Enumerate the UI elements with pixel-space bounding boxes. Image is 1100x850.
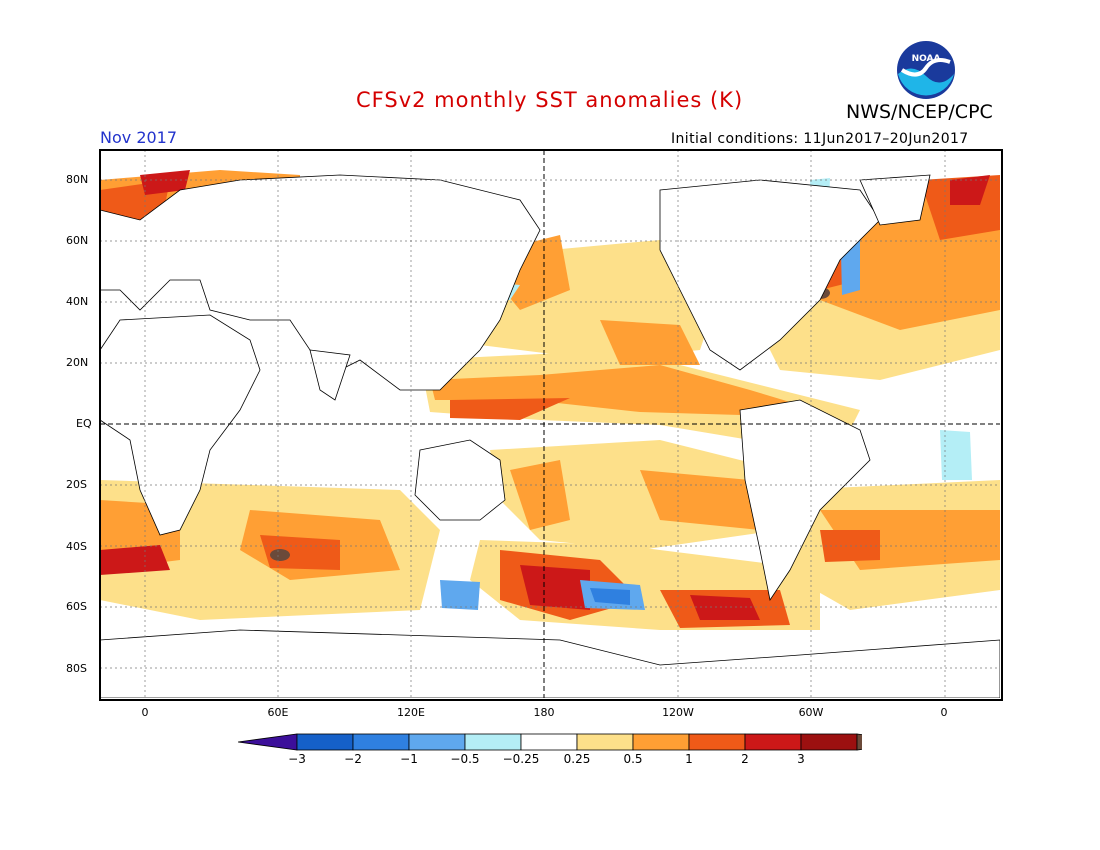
colorbar-arrow-high <box>856 733 920 751</box>
lat-label: 60S <box>66 600 87 613</box>
reference-lines <box>100 150 1000 698</box>
map-border <box>99 149 1003 701</box>
colorbar-swatch <box>520 733 578 751</box>
colorbar-swatch <box>576 733 634 751</box>
lon-label: 120W <box>662 706 694 719</box>
colorbar-swatch <box>296 733 354 751</box>
lat-label: 60N <box>66 234 89 247</box>
colorbar-label: −3 <box>288 752 306 766</box>
colorbar-label: −2 <box>344 752 362 766</box>
colorbar-label: 0.5 <box>623 752 643 766</box>
colorbar-swatch <box>688 733 746 751</box>
lat-label: EQ <box>76 417 92 430</box>
colorbar-label: −0.5 <box>450 752 480 766</box>
colorbar-label: −0.25 <box>502 752 540 766</box>
lat-label: 20S <box>66 478 87 491</box>
noaa-logo: NOAA <box>896 40 956 100</box>
noaa-logo-text: NOAA <box>911 54 941 64</box>
lon-label: 180 <box>533 706 555 719</box>
colorbar-swatch <box>464 733 522 751</box>
colorbar-label: 0.25 <box>563 752 591 766</box>
lat-label: 80S <box>66 662 87 675</box>
lon-label: 0 <box>141 706 149 719</box>
lat-label: 20N <box>66 356 89 369</box>
agency-label: NWS/NCEP/CPC <box>846 101 993 123</box>
colorbar-arrow-low <box>237 733 298 751</box>
colorbar <box>237 733 920 755</box>
colorbar-swatch <box>352 733 410 751</box>
grid-lines <box>100 150 1000 698</box>
coastlines <box>100 174 1000 698</box>
forecast-month: Nov 2017 <box>100 128 178 147</box>
colorbar-label: −1 <box>400 752 418 766</box>
map-title: CFSv2 monthly SST anomalies (K) <box>356 88 744 112</box>
lat-label: 40N <box>66 295 89 308</box>
lon-label: 60E <box>267 706 289 719</box>
initial-conditions: Initial conditions: 11Jun2017–20Jun2017 <box>671 131 969 147</box>
lat-label: 80N <box>66 173 89 186</box>
lon-label: 120E <box>397 706 425 719</box>
lat-label: 40S <box>66 540 87 553</box>
sst-map <box>100 150 1000 698</box>
colorbar-swatch <box>744 733 802 751</box>
colorbar-swatch <box>408 733 466 751</box>
colorbar-swatch <box>632 733 690 751</box>
lon-label: 60W <box>798 706 824 719</box>
colorbar-swatch <box>800 733 858 751</box>
colorbar-label: 3 <box>797 752 805 766</box>
colorbar-label: 1 <box>685 752 693 766</box>
colorbar-label: 2 <box>741 752 749 766</box>
lon-label: 0 <box>940 706 948 719</box>
